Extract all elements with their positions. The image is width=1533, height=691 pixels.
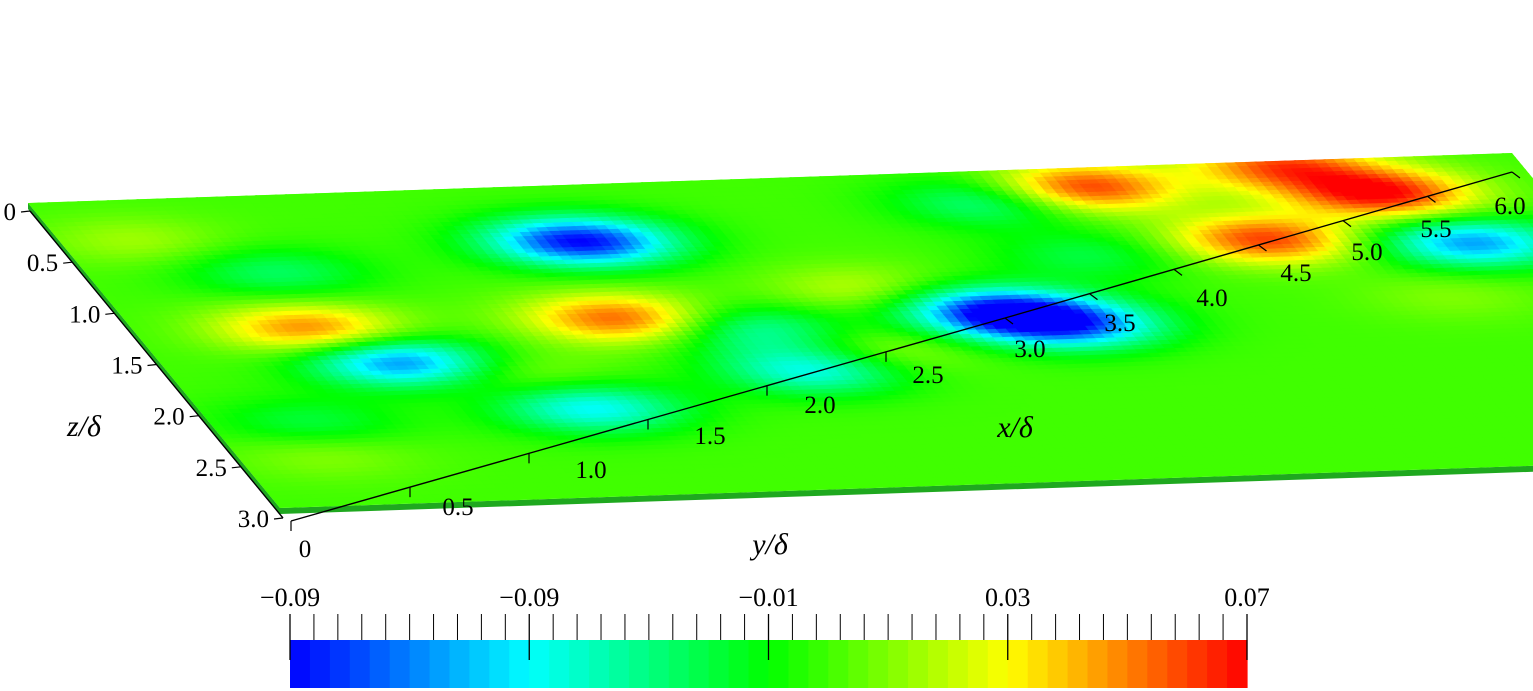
z-tick-label: 0: [4, 199, 17, 226]
axes: 0 0.5 1.0 1.5 2.0 2.5 3.0 0 0.5 1.0 1.5 2.0 2.5 3.0 3.…: [4, 171, 1526, 563]
colorbar-swatch: [1067, 640, 1089, 688]
x-tick-label: 4.5: [1280, 260, 1311, 287]
colorbar-swatch: [589, 640, 610, 688]
colorbar-swatch: [569, 640, 590, 688]
z-tick-mark: [20, 210, 31, 213]
x-tick-label: 5.5: [1420, 216, 1451, 243]
x-tick-mark: [1427, 195, 1436, 203]
colorbar-swatch: [848, 640, 869, 688]
x-tick-mark: [1511, 171, 1521, 179]
colorbar-swatch: [609, 640, 630, 688]
colorbar-swatch: [1027, 640, 1049, 688]
colorbar: −0.09 −0.09 −0.01 0.03 0.07: [260, 583, 1270, 688]
colorbar-swatch: [509, 640, 530, 688]
colorbar-swatch: [429, 640, 451, 688]
x-tick-label: 3.0: [1014, 336, 1045, 363]
colorbar-swatch: [668, 640, 690, 688]
colorbar-swatch: [329, 640, 351, 688]
y-tick-label: 1.5: [694, 423, 725, 450]
x-tick-mark: [1004, 317, 1014, 325]
colorbar-swatch: [808, 640, 829, 688]
z-tick-mark: [231, 466, 241, 469]
colorbar-swatch: [349, 640, 371, 688]
z-tick-mark: [105, 312, 115, 315]
colorbar-swatch: [469, 640, 490, 688]
y-tick-label: 0.5: [442, 494, 473, 521]
colorbar-swatch: [489, 640, 510, 688]
y-tick-label: 1.0: [575, 457, 606, 484]
colorbar-swatch: [1167, 640, 1188, 688]
colorbar-tick-label: −0.01: [738, 583, 798, 612]
colorbar-tick-label: 0.03: [985, 583, 1031, 612]
colorbar-swatch: [1127, 640, 1148, 688]
colorbar-tick-label: 0.07: [1224, 583, 1270, 612]
x-tick-mark: [1089, 293, 1098, 301]
colorbar-swatch: [908, 640, 929, 688]
colorbar-swatch: [549, 640, 570, 688]
z-axis-title: z/δ: [66, 410, 102, 443]
y-axis-title: y/δ: [749, 528, 789, 561]
colorbar-swatch: [748, 640, 770, 688]
z-tick-mark: [189, 415, 199, 418]
colorbar-tick-label: −0.09: [260, 583, 320, 612]
z-tick-label: 0.5: [27, 250, 58, 277]
x-tick-label: 3.5: [1104, 310, 1135, 337]
colorbar-swatch: [688, 640, 710, 688]
colorbar-swatch: [628, 640, 650, 688]
colorbar-swatch: [369, 640, 391, 688]
colorbar-swatch: [290, 640, 311, 688]
colorbar-swatch: [967, 640, 989, 688]
x-tick-mark: [1342, 220, 1352, 228]
z-tick-mark: [63, 261, 73, 264]
z-tick-label: 2.0: [153, 404, 184, 431]
z-tick-mark: [273, 517, 284, 520]
colorbar-swatch: [1227, 640, 1248, 688]
colorbar-swatch: [768, 640, 790, 688]
colorbar-swatch: [1087, 640, 1109, 688]
z-tick-label: 1.0: [69, 301, 100, 328]
colorbar-swatch: [1047, 640, 1069, 688]
colorbar-swatch: [987, 640, 1009, 688]
x-tick-mark: [1258, 244, 1267, 252]
colorbar-swatch: [1187, 640, 1208, 688]
colorbar-swatch: [788, 640, 809, 688]
colorbar-swatch: [1207, 640, 1228, 688]
colorbar-swatch: [1007, 640, 1029, 688]
y-tick-label: 0: [299, 536, 312, 563]
x-axis-title: x/δ: [996, 411, 1034, 444]
colorbar-swatch: [728, 640, 750, 688]
colorbar-swatch: [947, 640, 969, 688]
colorbar-swatch: [928, 640, 949, 688]
z-tick-label: 3.0: [238, 506, 269, 533]
colorbar-swatch: [868, 640, 889, 688]
colorbar-swatch: [309, 640, 331, 688]
colorbar-swatch: [529, 640, 550, 688]
colorbar-swatch: [648, 640, 670, 688]
z-tick-mark: [147, 363, 157, 367]
z-tick-label: 2.5: [196, 455, 227, 482]
x-tick-mark: [1173, 268, 1183, 276]
colorbar-swatch: [409, 640, 431, 688]
surface-edge-front: [280, 465, 1533, 514]
colorbar-swatch: [449, 640, 471, 688]
x-tick-label: 5.0: [1351, 239, 1382, 266]
y-tick-label: 2.0: [804, 392, 835, 419]
colorbar-swatch: [1147, 640, 1168, 688]
surface-plot: [28, 153, 1533, 514]
colorbar-swatch: [1107, 640, 1128, 688]
surface-edge-left: [28, 203, 280, 514]
y-tick-label: 2.5: [912, 362, 943, 389]
surface-cells: [28, 153, 1533, 508]
x-tick-label: 6.0: [1494, 193, 1525, 220]
colorbar-swatch: [708, 640, 730, 688]
colorbar-swatch: [389, 640, 411, 688]
colorbar-swatch: [888, 640, 909, 688]
x-tick-label: 4.0: [1196, 285, 1227, 312]
z-tick-label: 1.5: [111, 353, 142, 380]
colorbar-swatch: [828, 640, 849, 688]
colorbar-tick-label: −0.09: [499, 583, 559, 612]
